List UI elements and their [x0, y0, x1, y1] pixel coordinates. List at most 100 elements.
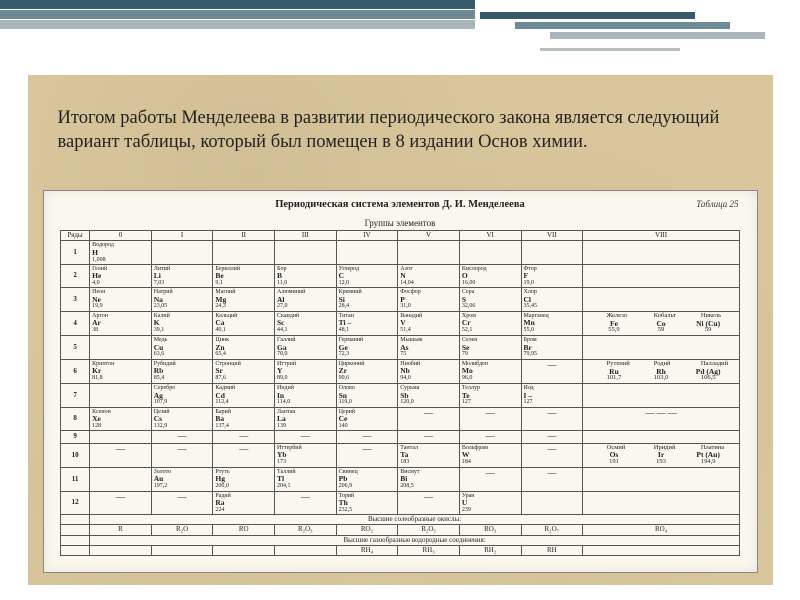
element-cell: ИндийIn114,0 [275, 384, 337, 407]
row-number: 8 [61, 407, 90, 430]
col-7: VII [521, 231, 583, 241]
element-cell: ФосфорP31,0 [398, 288, 460, 311]
element-cell [583, 264, 740, 287]
element-cell: КислородO16,00 [459, 264, 521, 287]
hydride-label-row: Высшие газообразные водородные соединени… [61, 535, 740, 545]
element-cell: ТанталTa183 [398, 443, 460, 468]
groups-label: Группы элементов [44, 218, 757, 228]
element-cell: — [459, 431, 521, 443]
element-cell: РутенийRu101,7РодийRh103,0ПалладийPd (Ag… [583, 359, 740, 384]
element-cell: СкандийSc44,1 [275, 311, 337, 336]
element-cell: СурьмаSb120,0 [398, 384, 460, 407]
element-cell: — [213, 443, 275, 468]
element-cell: МарганецMn55,0 [521, 311, 583, 336]
element-cell: ТитанTi –48,1 [336, 311, 398, 336]
element-cell: ТаллийTl204,1 [275, 468, 337, 491]
element-cell: УглеродC12,0 [336, 264, 398, 287]
element-cell: ИодI –127 [521, 384, 583, 407]
element-cell: — [275, 491, 337, 514]
element-cell: — — — [583, 407, 740, 430]
element-cell: БериллийBe9,1 [213, 264, 275, 287]
element-cell [583, 336, 740, 359]
element-cell: ЦирконийZr90,6 [336, 359, 398, 384]
element-cell: УранU239 [459, 491, 521, 514]
element-cell: КадмийCd112,4 [213, 384, 275, 407]
element-cell [583, 468, 740, 491]
col-4: IV [336, 231, 398, 241]
element-cell: НатрийNa23,05 [151, 288, 213, 311]
element-cell: ЛитийLi7,03 [151, 264, 213, 287]
element-cell: ВанадийV51,4 [398, 311, 460, 336]
table-row: 11ЗолотоAu197,2РтутьHg200,0ТаллийTl204,1… [61, 468, 740, 491]
element-cell: — [90, 443, 152, 468]
element-cell: — [521, 431, 583, 443]
periodic-scan: Периодическая система элементов Д. И. Ме… [43, 190, 758, 573]
table-row: 1ВодородH1,008 [61, 241, 740, 264]
element-cell [90, 384, 152, 407]
element-cell: ЖелезоFe55,9КобальтCo59НикельNi (Cu)59 [583, 311, 740, 336]
element-cell: — [521, 359, 583, 384]
scan-title: Периодическая система элементов Д. И. Ме… [44, 199, 757, 210]
col-3: III [275, 231, 337, 241]
element-cell: ВольфрамW184 [459, 443, 521, 468]
element-cell: АлюминийAl27,0 [275, 288, 337, 311]
element-cell: НиобийNb94,0 [398, 359, 460, 384]
element-cell [213, 241, 275, 264]
element-cell: СвинецPb206,9 [336, 468, 398, 491]
element-cell [151, 241, 213, 264]
element-cell: РадийRa224 [213, 491, 275, 514]
row-number: 3 [61, 288, 90, 311]
element-cell: — [151, 443, 213, 468]
element-cell: ОсмийOs191ИридийIr193ПлатинаPt (Au)194,9 [583, 443, 740, 468]
table-row: 4АргонAr38КалийK39,1КальцийCa40,1Скандий… [61, 311, 740, 336]
row-number: 10 [61, 443, 90, 468]
col-2: II [213, 231, 275, 241]
row-number: 4 [61, 311, 90, 336]
element-cell: БромBr79,95 [521, 336, 583, 359]
element-cell: РубидийRb85,4 [151, 359, 213, 384]
element-cell: ТорийTh232,5 [336, 491, 398, 514]
row-number: 9 [61, 431, 90, 443]
element-cell: ЦезийCs132,9 [151, 407, 213, 430]
element-cell: АргонAr38 [90, 311, 152, 336]
element-cell [583, 491, 740, 514]
element-cell: — [459, 468, 521, 491]
col-0: 0 [90, 231, 152, 241]
element-cell: СераS32,06 [459, 288, 521, 311]
element-cell: — [398, 491, 460, 514]
table-row: 12——РадийRa224—ТорийTh232,5—УранU239 [61, 491, 740, 514]
element-cell [521, 241, 583, 264]
element-cell: МолибденMo96,0 [459, 359, 521, 384]
element-cell: ЛантанLa139 [275, 407, 337, 430]
table-row: 9——————— [61, 431, 740, 443]
col-1: I [151, 231, 213, 241]
element-cell: — [459, 407, 521, 430]
element-cell: — [90, 491, 152, 514]
element-cell: ЦерийCe140 [336, 407, 398, 430]
element-cell: МагнийMg24,3 [213, 288, 275, 311]
col-6: VI [459, 231, 521, 241]
element-cell: ОловоSn119,0 [336, 384, 398, 407]
deco-svg [0, 0, 800, 75]
element-cell [90, 336, 152, 359]
element-cell: — [398, 431, 460, 443]
element-cell: СереброAg107,9 [151, 384, 213, 407]
intro-text: Итогом работы Менделеева в развитии пери… [58, 106, 743, 154]
element-cell: — [521, 468, 583, 491]
element-cell: ЗолотоAu197,2 [151, 468, 213, 491]
element-cell: РтутьHg200,0 [213, 468, 275, 491]
element-cell: ВодородH1,008 [90, 241, 152, 264]
element-cell: СтронцийSr87,6 [213, 359, 275, 384]
element-cell: ГелийHe4,0 [90, 264, 152, 287]
element-cell: СеленSe79 [459, 336, 521, 359]
element-cell: НеонNe19,9 [90, 288, 152, 311]
element-cell: БорB11,0 [275, 264, 337, 287]
periodic-table: Ряды 0 I II III IV V VI VII VIII 1Водоро… [60, 230, 740, 556]
element-cell: — [398, 407, 460, 430]
scan-table-tag: Таблица 25 [696, 199, 738, 209]
element-cell: ХлорCl35,45 [521, 288, 583, 311]
oxide-row: RR₂OROR₂O₃RO₂R₂O₅RO₃R₂O₇RO₄ [61, 525, 740, 535]
element-cell: ГерманийGe72,3 [336, 336, 398, 359]
rows-label: Ряды [61, 231, 90, 241]
hydride-row: RH₄RH₃RH₂RH [61, 546, 740, 556]
